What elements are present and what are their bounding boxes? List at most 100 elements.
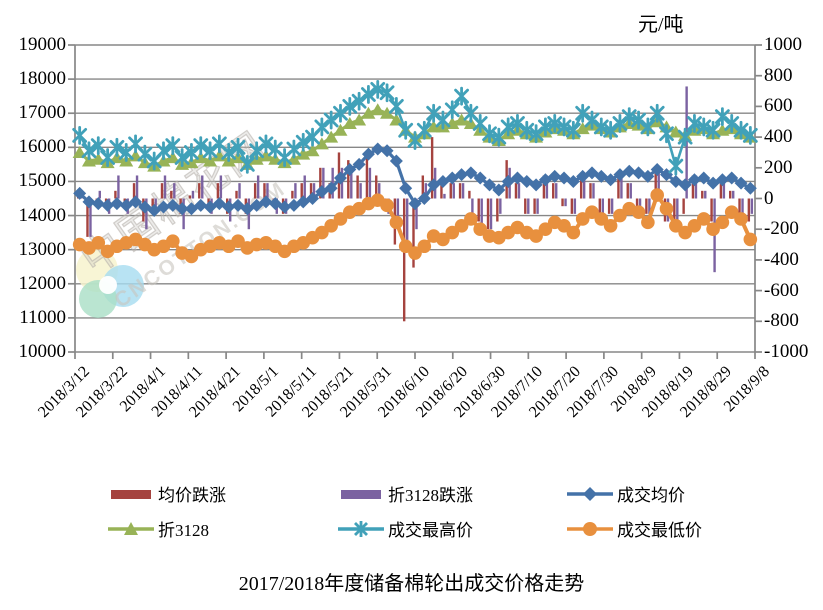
marker-diamond: [650, 163, 664, 177]
marker-asterisk: [90, 136, 106, 156]
marker-circle: [715, 215, 730, 230]
bar: [514, 183, 518, 199]
bar: [319, 167, 322, 199]
bar: [266, 183, 269, 199]
marker-asterisk: [379, 83, 395, 103]
series-bar-0: [76, 137, 751, 322]
bar: [533, 198, 536, 214]
bar: [635, 198, 639, 207]
bar: [303, 175, 306, 199]
marker-circle: [166, 234, 180, 248]
marker-asterisk: [500, 117, 516, 137]
marker-asterisk: [724, 114, 740, 133]
marker-asterisk: [174, 148, 190, 167]
bar: [173, 183, 176, 199]
bar: [564, 198, 567, 207]
right-axis-tick-label: 400: [764, 126, 793, 148]
bar: [331, 167, 334, 199]
bar: [291, 190, 294, 199]
marker-diamond: [725, 171, 739, 185]
legend-item: 成交最高价: [338, 516, 473, 541]
bar: [458, 183, 462, 199]
marker-diamond: [566, 174, 580, 188]
marker-circle: [557, 218, 571, 233]
bar: [238, 183, 241, 199]
marker-asterisk: [714, 107, 730, 127]
marker-triangle: [109, 151, 124, 164]
marker-asterisk: [249, 141, 265, 161]
marker-asterisk: [109, 137, 125, 157]
marker-triangle: [203, 154, 218, 167]
marker-diamond: [222, 200, 236, 214]
marker-circle: [91, 236, 106, 250]
marker-asterisk: [230, 137, 246, 157]
marker-asterisk: [547, 114, 563, 133]
marker-circle: [669, 218, 683, 233]
left-axis-tick-label: 17000: [18, 102, 67, 124]
bar: [452, 183, 455, 199]
marker-asterisk: [81, 141, 97, 161]
marker-circle: [696, 212, 711, 226]
marker-diamond: [548, 169, 562, 183]
bar: [573, 198, 577, 214]
marker-asterisk: [593, 117, 609, 137]
marker-triangle: [165, 151, 180, 164]
watermark-logo-center: [99, 276, 117, 294]
marker-triangle: [193, 151, 208, 164]
right-axis-tick-label: 0: [764, 187, 774, 209]
marker-asterisk: [687, 114, 702, 133]
marker-diamond: [734, 176, 748, 190]
right-axis-tick-label: 1000: [764, 34, 802, 55]
legend-label: 成交均价: [617, 486, 685, 505]
marker-circle: [659, 201, 674, 216]
bar: [405, 198, 409, 245]
marker-diamond: [352, 157, 366, 171]
marker-asterisk: [193, 136, 209, 156]
marker-asterisk: [612, 114, 628, 133]
marker-circle: [613, 208, 627, 223]
legend-item: 成交最低价: [567, 516, 702, 541]
bar: [673, 198, 676, 230]
marker-diamond: [464, 166, 478, 180]
marker-asterisk: [621, 107, 637, 127]
marker-asterisk: [72, 125, 88, 145]
marker-circle: [184, 249, 199, 264]
legend-item: 成交均价: [567, 481, 685, 506]
marker-circle: [324, 218, 338, 233]
bar: [598, 198, 602, 214]
marker-diamond: [324, 181, 338, 195]
series-line-4: [72, 79, 758, 176]
marker-triangle: [333, 123, 348, 136]
bar: [499, 198, 502, 214]
marker-triangle: [426, 120, 441, 133]
right-axis-tick-label: -200: [764, 218, 799, 240]
bar: [309, 183, 313, 199]
marker-circle: [706, 222, 720, 236]
bar: [527, 198, 530, 214]
bar: [170, 190, 173, 199]
bar: [601, 198, 605, 214]
marker-diamond: [175, 202, 189, 216]
marker-circle: [603, 218, 618, 233]
marker-circle: [231, 234, 245, 248]
bar: [561, 198, 564, 207]
bar: [430, 137, 434, 199]
marker-asterisk: [668, 156, 684, 176]
legend-label: 折3128: [158, 521, 209, 540]
bar: [480, 198, 483, 230]
marker-circle: [529, 229, 543, 243]
bar: [682, 198, 685, 214]
bar: [256, 175, 260, 199]
bar: [648, 198, 651, 214]
bar: [253, 183, 257, 199]
marker-diamond: [278, 200, 292, 214]
marker-asterisk: [137, 144, 153, 164]
legend-label: 成交最低价: [617, 521, 702, 540]
bar: [216, 183, 220, 199]
marker-asterisk: [519, 120, 535, 140]
marker-circle: [650, 188, 664, 202]
bar: [396, 198, 400, 230]
bar: [375, 175, 378, 199]
bar: [545, 175, 549, 199]
